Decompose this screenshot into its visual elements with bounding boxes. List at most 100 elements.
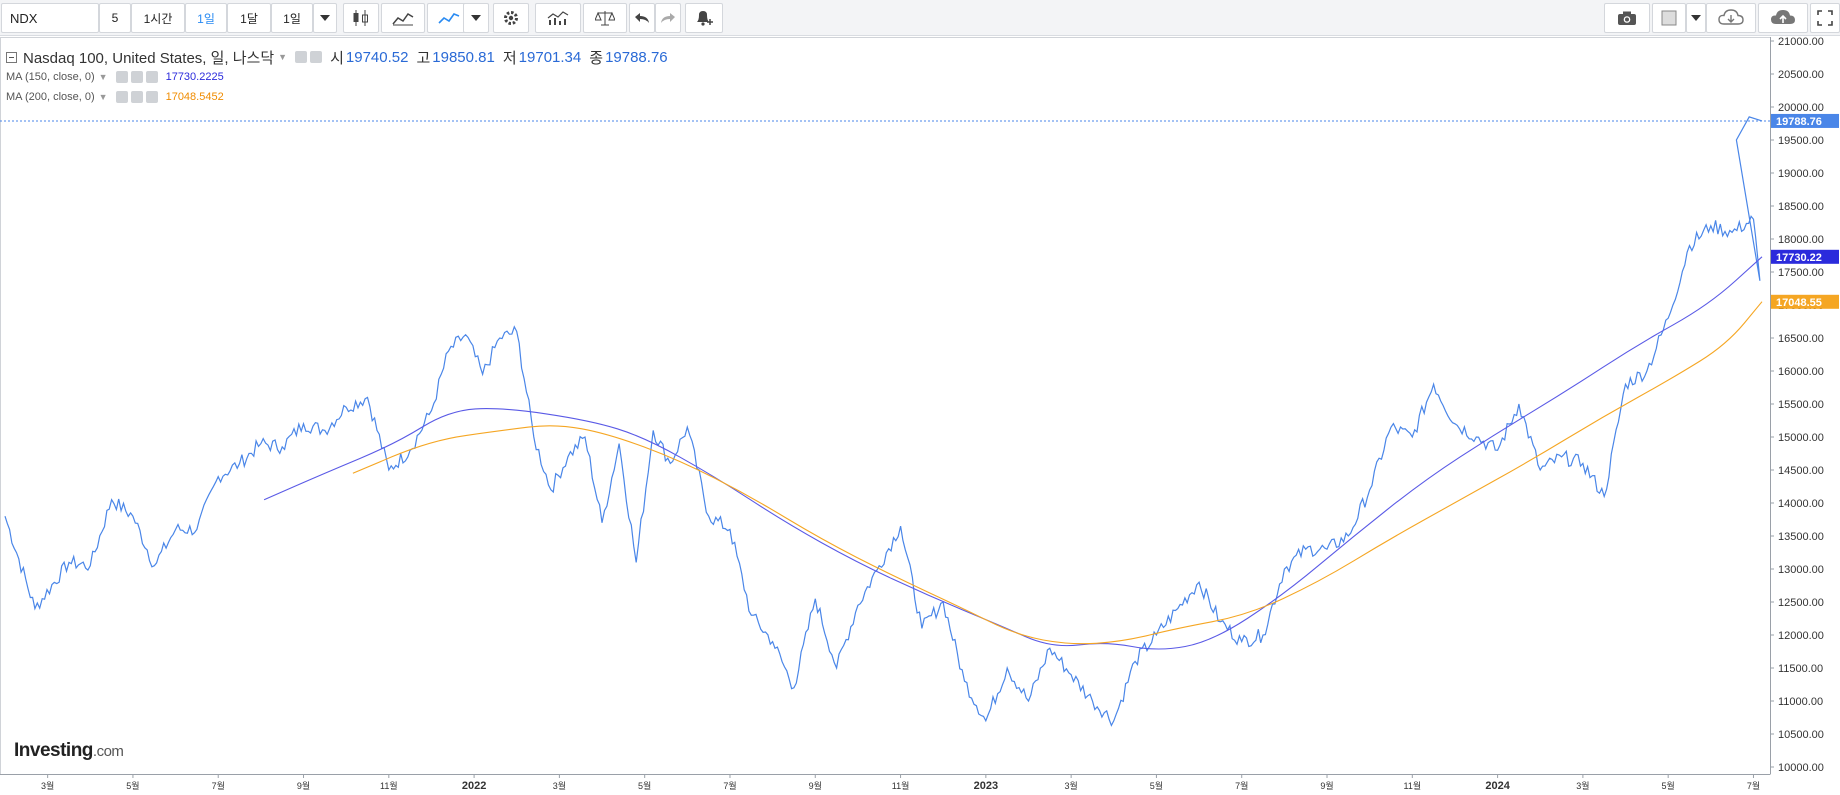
y-tick-label: 15000.00: [1778, 432, 1824, 444]
cloud-upload-icon: [1771, 10, 1795, 24]
x-tick-label: 2023: [974, 780, 998, 792]
caret-down-icon[interactable]: ▼: [98, 72, 108, 82]
x-tick-label: 7월: [723, 780, 736, 791]
y-tick-label: 11000.00: [1778, 696, 1823, 708]
x-tick-label: 9월: [297, 780, 310, 791]
area-chart-button[interactable]: [381, 3, 425, 33]
ma150-value: 17730.2225: [165, 71, 224, 83]
ma200-line: [352, 301, 1763, 645]
template-button[interactable]: [1652, 3, 1686, 33]
collapse-legend-button[interactable]: [6, 51, 17, 63]
x-tick-label: 9월: [1320, 780, 1333, 791]
fullscreen-button[interactable]: [1810, 3, 1840, 33]
ma200-price-tag: 17048.55: [1776, 297, 1822, 309]
x-tick-label: 5월: [1662, 780, 1675, 791]
chevron-down-icon: [1691, 15, 1701, 21]
screenshot-button[interactable]: [1604, 3, 1650, 33]
price-chart[interactable]: 21000.00 20500.00 20000.00 19500.00 19000.00…: [0, 37, 1840, 795]
symbol-input[interactable]: NDX: [1, 3, 99, 33]
y-tick-label: 20500.00: [1778, 69, 1824, 81]
template-icon: [1661, 10, 1677, 26]
settings-small-icon[interactable]: [130, 71, 143, 83]
x-tick-label: 5월: [126, 780, 139, 791]
y-tick-label: 21000.00: [1778, 37, 1824, 48]
eye-icon[interactable]: [295, 51, 308, 63]
candles-button[interactable]: [343, 3, 379, 33]
y-tick-label: 11500.00: [1778, 663, 1823, 675]
y-tick-label: 19000.00: [1778, 168, 1824, 180]
template-dropdown-button[interactable]: [1686, 3, 1706, 33]
x-tick-label: 5월: [638, 780, 651, 791]
y-tick-label: 13500.00: [1778, 531, 1824, 543]
y-tick-label: 14500.00: [1778, 465, 1824, 477]
caret-down-icon[interactable]: ▼: [278, 52, 288, 62]
add-alert-button[interactable]: [685, 3, 723, 33]
period-button[interactable]: 1일: [271, 3, 313, 33]
area-chart-icon: [392, 13, 414, 26]
close-price-tag-bg: [1771, 113, 1839, 128]
ma150-price-tag: 17730.22: [1776, 252, 1822, 264]
fullscreen-icon: [1817, 10, 1833, 26]
close-price-tag: 19788.76: [1776, 116, 1822, 128]
x-tick-label: 5월: [1150, 780, 1163, 791]
open-value: 19740.52: [345, 48, 409, 66]
settings-button[interactable]: [493, 3, 529, 33]
y-tick-label: 18500.00: [1778, 201, 1824, 213]
x-tick-label: 3월: [41, 780, 54, 791]
redo-button[interactable]: [655, 3, 681, 33]
x-tick-label: 11월: [892, 780, 910, 791]
y-tick-label: 10500.00: [1778, 729, 1824, 741]
chart-toolbar: NDX 5 1시간 1일 1달 1일: [0, 0, 1840, 36]
ma150-controls[interactable]: [115, 71, 158, 83]
main-series-legend: Nasdaq 100, United States, 일, 나스닥 ▼ 시 197…: [6, 47, 676, 67]
ma200-price-tag-bg: [1771, 294, 1839, 309]
investing-logo: Investing.com: [14, 740, 124, 762]
indicators-button[interactable]: [535, 3, 581, 33]
x-tick-label: 3월: [1576, 780, 1589, 791]
chevron-down-icon: [471, 15, 481, 21]
undo-button[interactable]: [629, 3, 655, 33]
x-tick-label: 3월: [553, 780, 566, 791]
caret-down-icon[interactable]: ▼: [98, 92, 108, 102]
low-value: 19701.34: [518, 48, 582, 66]
undo-icon: [635, 13, 649, 23]
x-tick-label: 2022: [462, 780, 486, 792]
y-tick-label: 16500.00: [1778, 333, 1824, 345]
close-icon[interactable]: [145, 91, 158, 103]
eye-icon[interactable]: [115, 91, 128, 103]
chart-area[interactable]: 21000.00 20500.00 20000.00 19500.00 19000.00…: [0, 37, 1840, 795]
interval-1day-button[interactable]: 1일: [185, 3, 227, 33]
settings-small-icon[interactable]: [130, 91, 143, 103]
close-icon[interactable]: [145, 71, 158, 83]
interval-1month-button[interactable]: 1달: [227, 3, 271, 33]
compare-button[interactable]: [583, 3, 627, 33]
scale-icon: [595, 11, 615, 26]
ma200-legend: MA (200, close, 0) ▼ 17048.5452: [6, 87, 676, 107]
ma150-price-tag-bg: [1771, 249, 1839, 264]
ma200-label: MA (200, close, 0): [6, 91, 95, 103]
cloud-load-button[interactable]: [1706, 3, 1756, 33]
interval-1hour-button[interactable]: 1시간: [131, 3, 185, 33]
y-tick-label: 20000.00: [1778, 102, 1824, 114]
x-tick-label: 7월: [1747, 780, 1760, 791]
low-label: 저: [502, 49, 517, 67]
close-value: 19788.76: [605, 48, 668, 66]
y-tick-label: 10000.00: [1778, 762, 1824, 774]
eye-icon[interactable]: [115, 71, 128, 83]
cloud-save-button[interactable]: [1758, 3, 1808, 33]
logo-suffix-text: .com: [92, 743, 124, 760]
ma200-controls[interactable]: [115, 91, 158, 103]
interval-input[interactable]: 5: [99, 3, 131, 33]
series-controls[interactable]: [295, 51, 323, 63]
plot-frame: [0, 37, 1771, 775]
settings-small-icon[interactable]: [310, 51, 323, 63]
instrument-title: Nasdaq 100, United States, 일, 나스닥: [23, 49, 275, 67]
price-line: [4, 116, 1763, 727]
period-dropdown-button[interactable]: [313, 3, 337, 33]
y-tick-label: 18000.00: [1778, 234, 1824, 246]
y-tick-label: 15500.00: [1778, 399, 1824, 411]
ma200-value: 17048.5452: [165, 91, 224, 103]
y-tick-label: 14000.00: [1778, 498, 1824, 510]
chart-type-dropdown-button[interactable]: [463, 3, 489, 33]
x-tick-label: 11월: [380, 780, 398, 791]
